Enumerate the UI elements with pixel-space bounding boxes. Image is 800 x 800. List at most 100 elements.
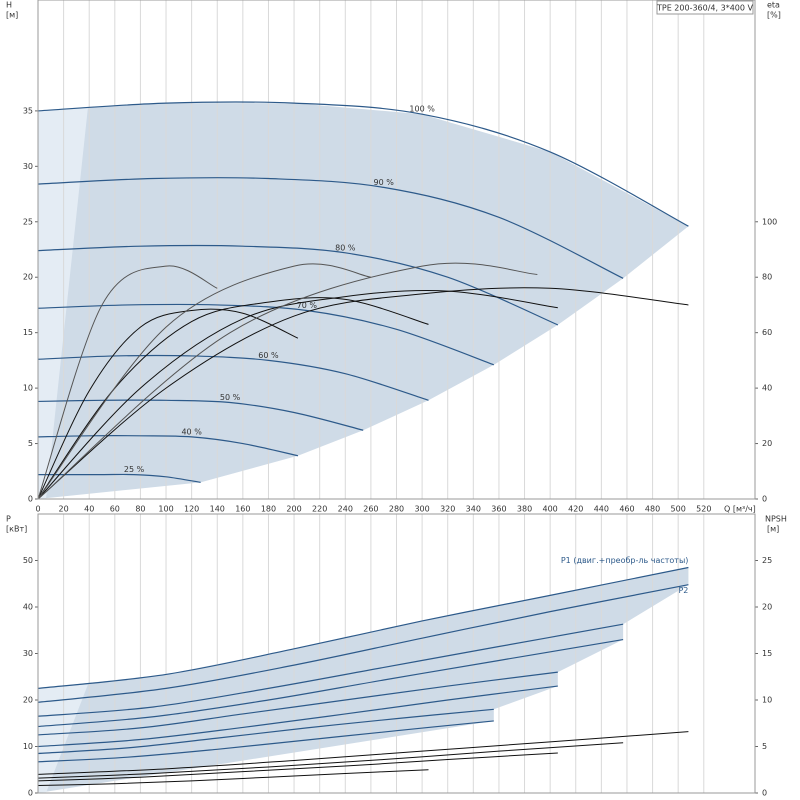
- y-tick-label: 35: [23, 106, 33, 115]
- x-tick-label: 460: [619, 505, 634, 514]
- x-tick-label: 180: [261, 505, 276, 514]
- operating-area: [38, 567, 689, 793]
- series-label: P2: [678, 586, 688, 595]
- curve: [37, 685, 558, 748]
- secondary-curve: [37, 287, 689, 500]
- x-tick-label: 140: [210, 505, 225, 514]
- x-tick-label: 300: [414, 505, 429, 514]
- secondary-curve: [37, 297, 429, 500]
- secondary-curve: [37, 290, 558, 500]
- secondary-curve: [37, 262, 538, 500]
- y2-tick-label: 100: [762, 217, 777, 226]
- secondary-curve: [37, 742, 624, 779]
- curve: [37, 708, 494, 755]
- y2-tick-label: 10: [762, 696, 772, 705]
- y2-tick-label: 5: [762, 742, 767, 751]
- curve: [37, 354, 429, 401]
- curve: [37, 435, 299, 457]
- y2-tick-label: 25: [762, 556, 772, 565]
- y2-unit: [м]: [767, 525, 779, 534]
- y-tick-label: 40: [23, 603, 33, 612]
- series-label: 90 %: [374, 178, 395, 187]
- x-tick-label: 160: [235, 505, 250, 514]
- bottom-frame: [37, 513, 756, 794]
- series-label: 25 %: [124, 465, 145, 474]
- curve: [37, 101, 689, 227]
- series-label: P1 (двиг.+преобр-ль частоты): [561, 556, 689, 565]
- x-tick-label: 20: [59, 505, 69, 514]
- secondary-curve: [37, 265, 218, 500]
- secondary-curve: [37, 752, 558, 782]
- x-tick-label: 500: [671, 505, 686, 514]
- x-tick-label: 400: [543, 505, 558, 514]
- y-unit: [м]: [6, 11, 18, 20]
- y2-tick-label: 20: [762, 439, 772, 448]
- y-tick-label: 0: [28, 789, 33, 798]
- top-frame: [37, 0, 756, 500]
- curve: [37, 671, 558, 736]
- y-tick-label: 30: [23, 162, 33, 171]
- plot-layer: 0 20 40 60 80 100 120 140 160 180 200 220 240 260 280 3…: [23, 0, 777, 798]
- y-tick-label: 0: [28, 495, 33, 504]
- y-tick-label: 15: [23, 328, 33, 337]
- x-tick-label: 480: [645, 505, 660, 514]
- secondary-curve: [37, 263, 371, 500]
- y-tick-label: 10: [23, 384, 33, 393]
- x-tick-label: 420: [568, 505, 583, 514]
- y2-label: eta: [767, 1, 780, 10]
- series-label: 40 %: [181, 427, 202, 436]
- y-label: P: [6, 515, 11, 524]
- y-label: H: [6, 1, 12, 10]
- y-tick-label: 20: [23, 696, 33, 705]
- curve: [37, 244, 559, 326]
- x-tick-label: 340: [466, 505, 481, 514]
- y2-tick-label: 40: [762, 384, 772, 393]
- x-tick-label: 260: [363, 505, 378, 514]
- x-label: Q [м³/ч]: [724, 505, 756, 514]
- x-tick-label: 120: [184, 505, 199, 514]
- series-label: 50 %: [220, 393, 241, 402]
- y2-tick-label: 0: [762, 495, 767, 504]
- curve: [37, 303, 495, 366]
- x-tick-label: 320: [440, 505, 455, 514]
- x-tick-label: 280: [389, 505, 404, 514]
- y-unit: [кВт]: [6, 525, 27, 534]
- x-tick-label: 100: [158, 505, 173, 514]
- y-tick-label: 10: [23, 742, 33, 751]
- series-label: 80 %: [335, 243, 356, 252]
- x-tick-label: 200: [286, 505, 301, 514]
- x-tick-label: 60: [110, 505, 120, 514]
- curve: [37, 399, 364, 431]
- y2-unit: [%]: [767, 11, 781, 20]
- operating-area: [38, 103, 689, 500]
- curve: [37, 177, 624, 279]
- x-tick-label: 80: [135, 505, 145, 514]
- curve: [37, 584, 689, 703]
- curve: [37, 638, 624, 728]
- x-tick-label: 40: [84, 505, 94, 514]
- y2-tick-label: 80: [762, 273, 772, 282]
- x-tick-label: 240: [338, 505, 353, 514]
- curve: [37, 720, 494, 763]
- curve: [37, 566, 689, 689]
- title-box: [656, 0, 754, 15]
- curve: [38, 473, 201, 483]
- curve: [37, 623, 624, 717]
- chart-title: TPE 200-360/4, 3*400 V: [656, 4, 754, 13]
- secondary-curve: [37, 731, 689, 775]
- x-tick-label: 440: [594, 505, 609, 514]
- secondary-curve: [37, 769, 429, 787]
- y-tick-label: 20: [23, 273, 33, 282]
- series-label: 60 %: [258, 351, 279, 360]
- x-tick-label: 380: [517, 505, 532, 514]
- y2-label: NPSH: [765, 515, 787, 524]
- y2-tick-label: 15: [762, 649, 772, 658]
- y-tick-label: 30: [23, 649, 33, 658]
- series-label: 70 %: [297, 301, 318, 310]
- y-tick-label: 5: [28, 439, 33, 448]
- y2-tick-label: 20: [762, 603, 772, 612]
- y2-tick-label: 0: [762, 789, 767, 798]
- y-tick-label: 25: [23, 217, 33, 226]
- min-flow-area: [38, 684, 88, 793]
